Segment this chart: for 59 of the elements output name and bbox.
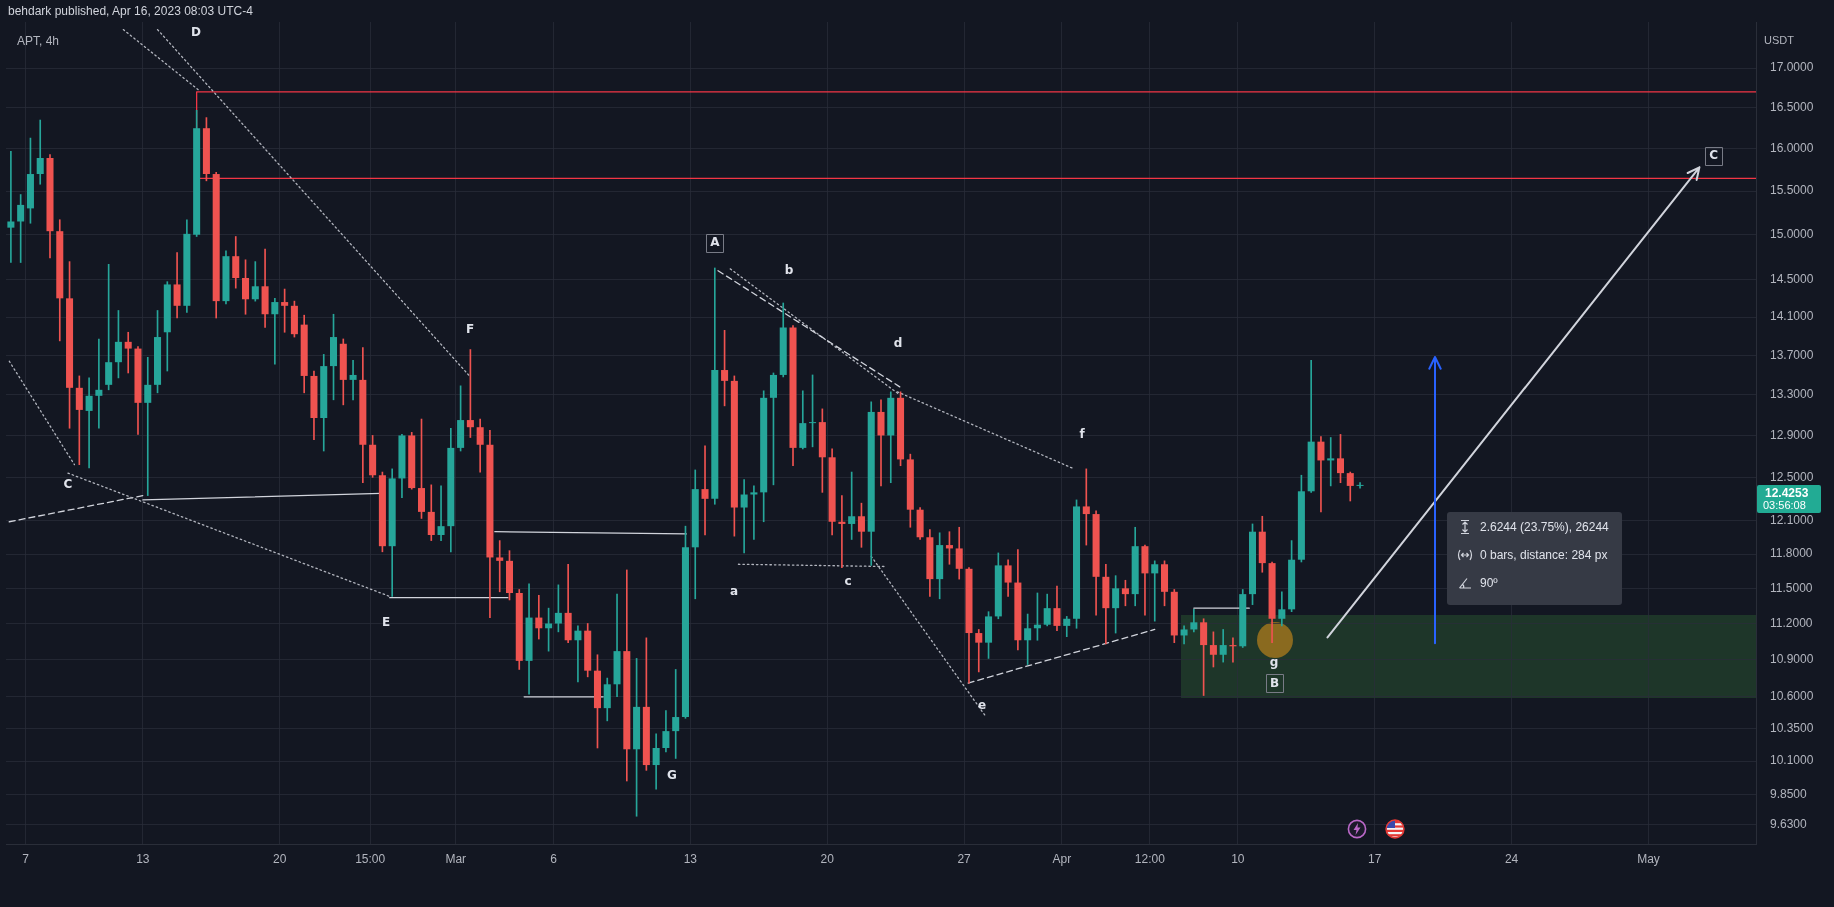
y-tick-label: 12.1000 — [1770, 512, 1814, 527]
y-tick-label: 11.2000 — [1770, 615, 1813, 630]
y-tick-label: 17.0000 — [1770, 60, 1814, 75]
y-axis-title: USDT — [1764, 34, 1794, 46]
x-tick-label: 7 — [22, 851, 30, 866]
y-tick-label: 13.3000 — [1770, 387, 1814, 402]
x-tick-label: Apr — [1052, 851, 1072, 866]
annotation: b — [784, 263, 794, 277]
annotation: B — [1269, 675, 1280, 690]
y-tick-label: 10.6000 — [1770, 689, 1814, 704]
annotation: a — [729, 584, 739, 598]
annotation: A — [710, 235, 721, 250]
x-tick-label: Mar — [445, 851, 467, 866]
x-tick-label: 12:00 — [1134, 851, 1166, 866]
y-tick-label: 12.9000 — [1770, 427, 1814, 442]
y-tick-label: 11.5000 — [1770, 580, 1813, 595]
y-tick-label: 11.8000 — [1770, 546, 1813, 561]
annotation: c — [844, 574, 852, 588]
annotation: 0 bars, distance: 284 px — [1480, 548, 1608, 562]
x-tick-label: 13 — [683, 851, 698, 866]
y-tick-label: 9.6300 — [1770, 816, 1808, 831]
annotation: e — [977, 698, 987, 713]
text: APT, 4h — [17, 34, 60, 48]
x-tick-label: 20 — [820, 851, 835, 866]
x-tick-label: 15:00 — [355, 851, 386, 866]
annotation: G — [667, 768, 677, 782]
y-tick-label: 15.0000 — [1770, 227, 1814, 242]
chart-subtitle: behdark published, Apr 16, 2023 08:03 UTC-4 — [8, 4, 253, 18]
y-tick-label: 13.7000 — [1770, 347, 1814, 362]
y-tick-label: 9.8500 — [1770, 786, 1808, 801]
x-tick-label: 6 — [550, 851, 558, 866]
annotation: C — [63, 477, 73, 491]
text: 12.4253 — [1765, 486, 1809, 500]
annotation: g — [1269, 655, 1279, 669]
y-tick-label: 12.5000 — [1770, 469, 1814, 484]
y-tick-label: 15.5000 — [1770, 183, 1814, 198]
annotation: 2.6244 (23.75%), 26244 — [1480, 520, 1609, 534]
annotation: d — [893, 336, 903, 350]
text: 03:56:08 — [1763, 499, 1806, 511]
annotation: 90º — [1480, 576, 1498, 590]
annotation: E — [381, 615, 391, 629]
annotation: f — [1079, 427, 1085, 441]
y-tick-label: 14.5000 — [1770, 272, 1814, 287]
annotation: C — [1709, 148, 1719, 163]
x-tick-label: 24 — [1504, 851, 1519, 866]
x-tick-label: 20 — [273, 851, 287, 866]
x-tick-label: May — [1637, 851, 1660, 866]
y-tick-label: 16.5000 — [1770, 100, 1814, 115]
x-tick-label: 17 — [1368, 851, 1382, 866]
x-tick-label: 13 — [136, 851, 150, 866]
y-tick-label: 10.3500 — [1770, 720, 1814, 735]
y-tick-label: 10.1000 — [1770, 753, 1814, 768]
y-tick-label: 10.9000 — [1770, 651, 1814, 666]
y-tick-label: 14.1000 — [1770, 309, 1814, 324]
y-tick-label: 16.0000 — [1770, 141, 1814, 156]
x-tick-label: 10 — [1231, 851, 1245, 866]
annotation: F — [465, 322, 475, 336]
x-tick-label: 27 — [957, 851, 972, 866]
annotation: D — [191, 25, 201, 39]
